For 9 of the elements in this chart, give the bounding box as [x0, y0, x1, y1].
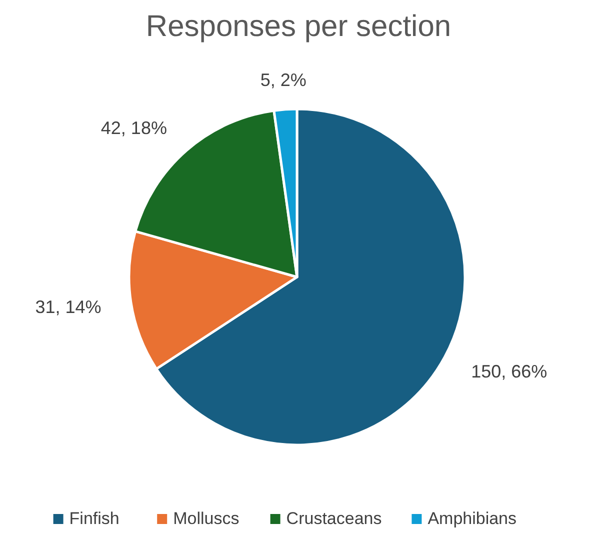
- legend-label: Molluscs: [173, 509, 240, 528]
- data-label: 5, 2%: [260, 70, 306, 90]
- legend-label: Crustaceans: [286, 509, 382, 528]
- legend-label: Amphibians: [428, 509, 517, 528]
- data-label: 42, 18%: [100, 118, 167, 138]
- data-label: 150, 66%: [471, 362, 548, 382]
- legend-label: Finfish: [69, 509, 120, 528]
- chart-title: Responses per section: [146, 10, 452, 43]
- data-label: 31, 14%: [35, 297, 102, 318]
